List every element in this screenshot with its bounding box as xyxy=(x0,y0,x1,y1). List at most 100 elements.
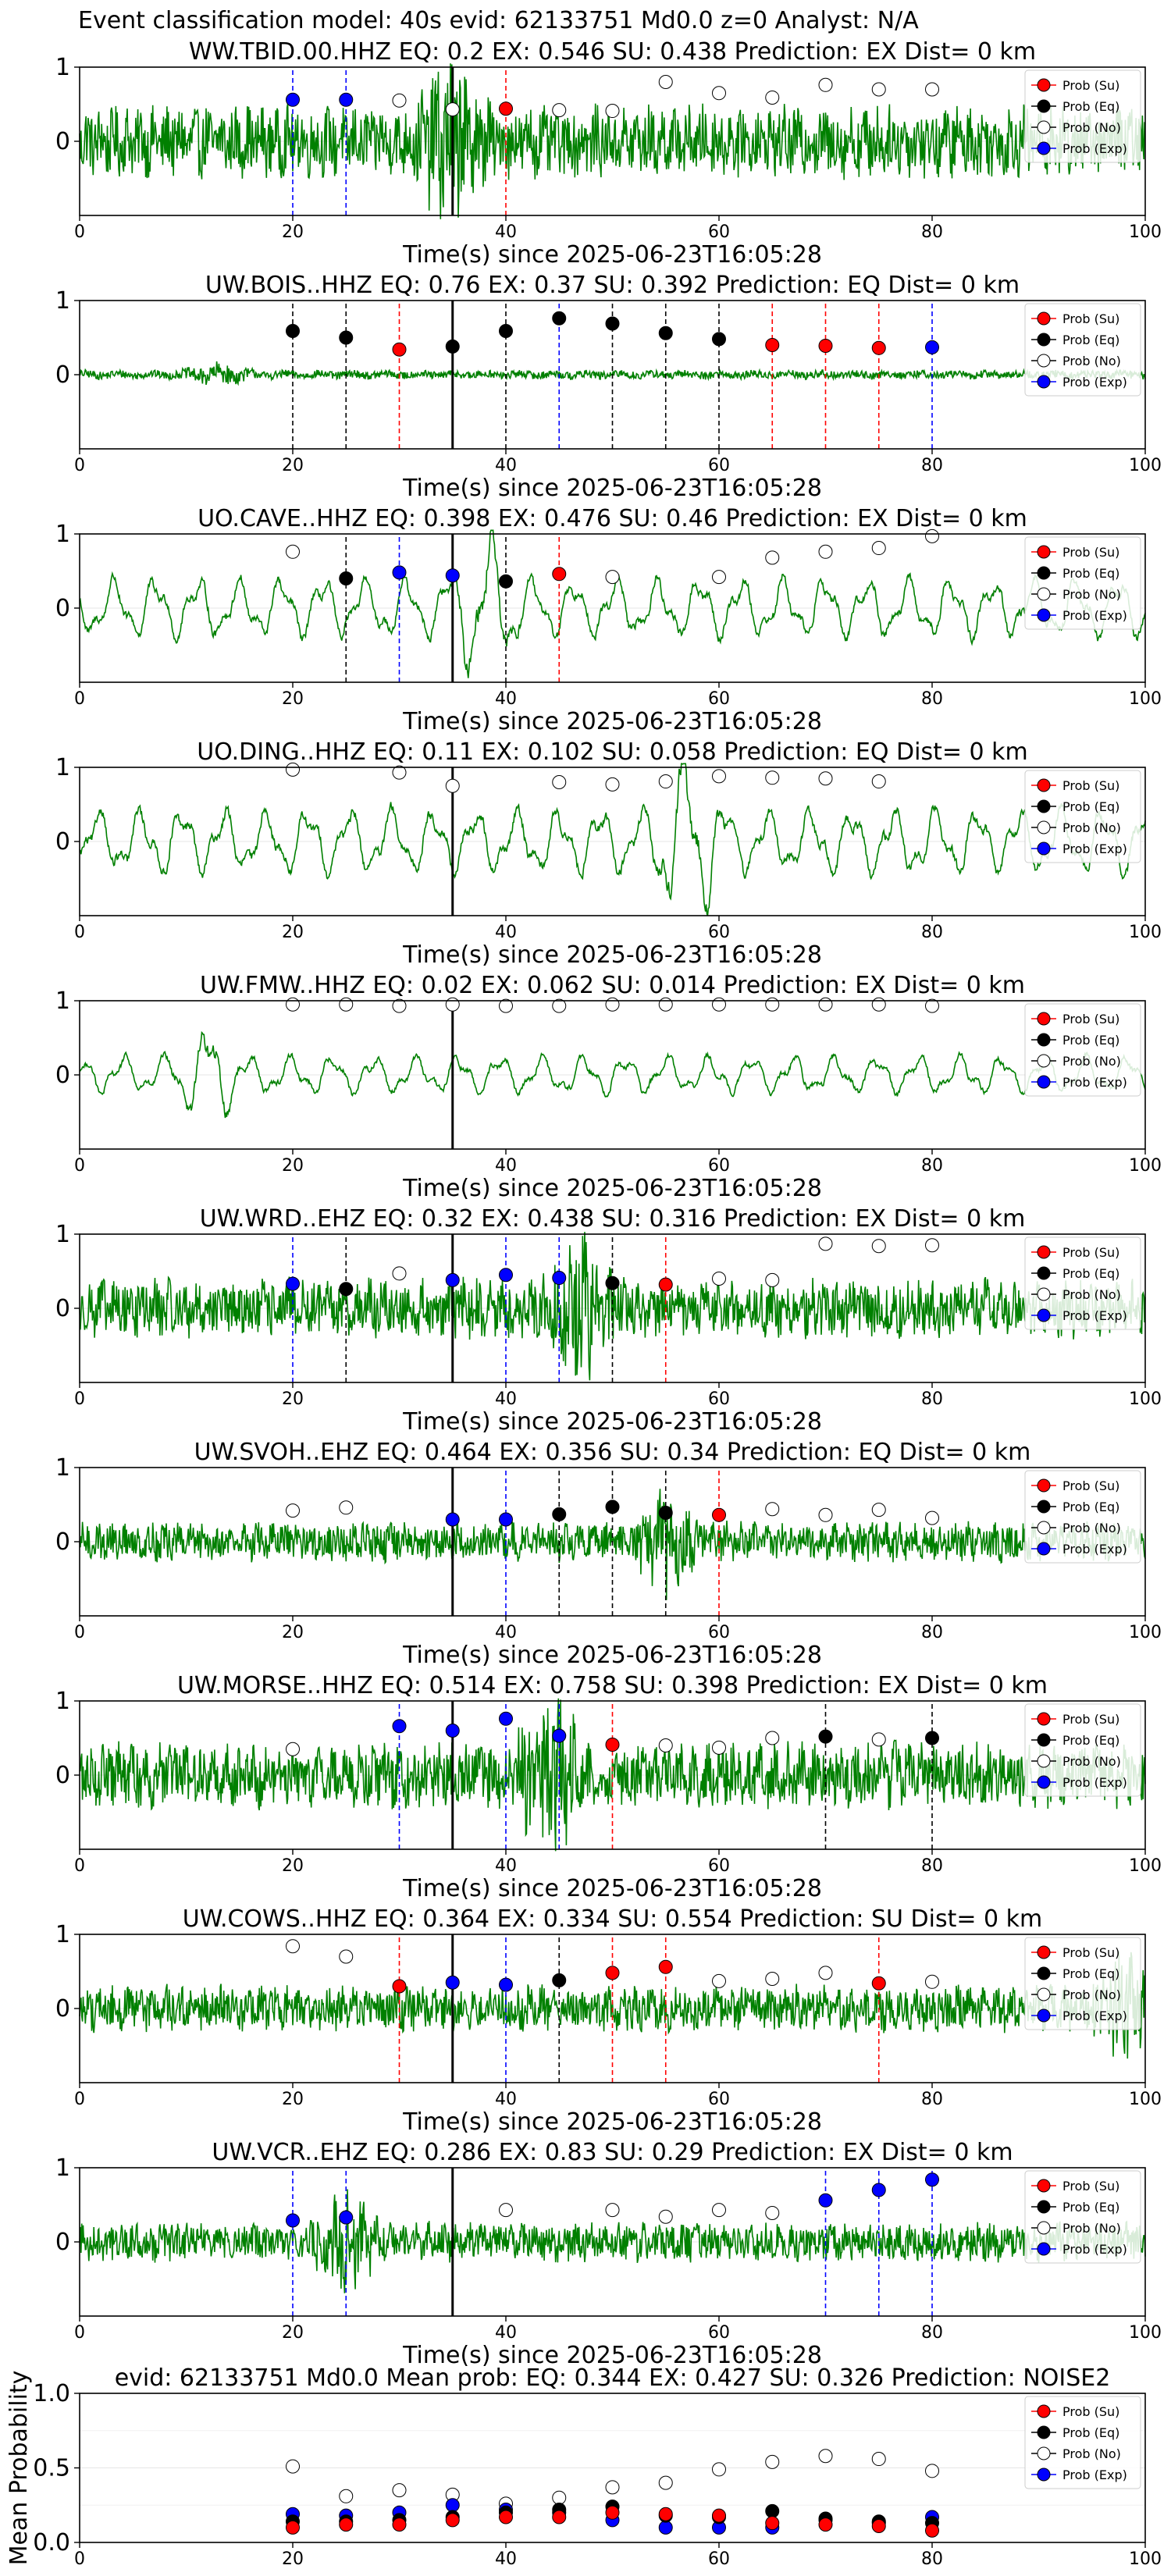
waveform-trace-9 xyxy=(79,2189,1146,2293)
legend-label-no: Prob (No) xyxy=(1062,120,1121,135)
prob-marker-su xyxy=(445,2513,460,2528)
x-tick-label: 80 xyxy=(921,689,943,709)
legend-marker-no xyxy=(1037,1754,1051,1768)
legend-label-eq: Prob (Eq) xyxy=(1062,2200,1119,2215)
x-tick-label: 20 xyxy=(282,1389,304,1409)
legend-label-exp: Prob (Exp) xyxy=(1062,2242,1127,2257)
prob-marker-su xyxy=(871,340,886,355)
prob-marker-no xyxy=(499,998,513,1013)
prob-marker-no xyxy=(339,997,354,1012)
legend-marker-no xyxy=(1037,1987,1051,2001)
legend-marker-su xyxy=(1037,1245,1051,1259)
legend-label-eq: Prob (Eq) xyxy=(1062,1733,1119,1748)
legend-marker-eq xyxy=(1037,1266,1051,1280)
panel-8: UW.COWS..HHZ EQ: 0.364 EX: 0.334 SU: 0.5… xyxy=(55,1905,1162,2136)
legend-4: Prob (Su) Prob (Eq) Prob (No) Prob (Exp) xyxy=(1024,1003,1141,1097)
legend-box xyxy=(1024,1470,1141,1564)
legend-marker-eq xyxy=(1037,799,1051,813)
legend-marker-no xyxy=(1037,2221,1051,2235)
legend-label-no: Prob (No) xyxy=(1062,1754,1121,1769)
x-tick-label: 60 xyxy=(708,2090,730,2109)
prob-marker-no xyxy=(605,2203,620,2218)
y-tick-label: 0 xyxy=(55,1062,70,1089)
legend-marker-eq xyxy=(1037,1500,1051,1514)
x-tick-label: 40 xyxy=(495,1623,517,1642)
prob-marker-no xyxy=(818,997,833,1012)
x-tick-label: 0 xyxy=(74,1156,85,1176)
legend-marker-su xyxy=(1037,1945,1051,1959)
legend-1: Prob (Su) Prob (Eq) Prob (No) Prob (Exp) xyxy=(1024,303,1141,397)
legend-marker-su xyxy=(1037,2179,1051,2193)
x-axis-label-6: Time(s) since 2025-06-23T16:05:28 xyxy=(402,1642,822,1669)
y-tick-label: 1 xyxy=(55,2154,70,2182)
prob-marker-su xyxy=(658,1277,673,1292)
prob-marker-eq xyxy=(499,574,513,589)
y-tick-label: 0.5 xyxy=(33,2455,70,2482)
y-tick-label: 0 xyxy=(55,1995,70,2023)
x-axis-label-1: Time(s) since 2025-06-23T16:05:28 xyxy=(402,475,822,502)
legend-marker-su xyxy=(1037,311,1051,326)
prob-marker-no xyxy=(925,82,939,97)
legend-marker-exp xyxy=(1037,1775,1051,1789)
prob-marker-no xyxy=(871,82,886,97)
y-tick-label: 1 xyxy=(55,754,70,781)
prob-marker-no xyxy=(605,104,620,119)
prob-marker-no xyxy=(925,1238,939,1253)
legend-label-exp: Prob (Exp) xyxy=(1062,2467,1127,2482)
legend-label-exp: Prob (Exp) xyxy=(1062,1075,1127,1090)
x-tick-label: 20 xyxy=(282,456,304,475)
legend-marker-eq xyxy=(1037,2425,1051,2439)
legend-3: Prob (Su) Prob (Eq) Prob (No) Prob (Exp) xyxy=(1024,770,1141,863)
prob-marker-no xyxy=(871,1503,886,1517)
prob-marker-no xyxy=(712,1272,726,1286)
prob-marker-su xyxy=(605,2505,620,2520)
prob-marker-exp xyxy=(499,1268,513,1283)
x-tick-label: 100 xyxy=(1129,1856,1162,1876)
y-tick-label: 0 xyxy=(55,2229,70,2256)
legend-label-no: Prob (No) xyxy=(1062,587,1121,602)
prob-marker-no xyxy=(286,997,300,1012)
legend-marker-exp xyxy=(1037,1308,1051,1322)
prob-marker-no xyxy=(871,1732,886,1747)
prob-marker-no xyxy=(392,765,407,780)
prob-marker-no xyxy=(445,997,460,1012)
prob-marker-eq xyxy=(818,1729,833,1744)
x-tick-label: 20 xyxy=(282,2090,304,2109)
legend-marker-su xyxy=(1037,1012,1051,1026)
legend-label-eq: Prob (Eq) xyxy=(1062,1500,1119,1514)
legend-label-eq: Prob (Eq) xyxy=(1062,99,1119,114)
panels-group: WW.TBID.00.HHZ EQ: 0.2 EX: 0.546 SU: 0.4… xyxy=(5,38,1162,2569)
prob-marker-no xyxy=(765,1272,780,1287)
prob-marker-su xyxy=(925,2523,939,2538)
legend-marker-exp xyxy=(1037,2242,1051,2256)
prob-marker-eq xyxy=(658,1505,673,1520)
x-tick-label: 100 xyxy=(1129,923,1162,942)
prob-marker-no xyxy=(339,2489,354,2503)
prob-marker-exp xyxy=(445,1724,460,1738)
y-tick-label: 0 xyxy=(55,828,70,856)
legend-marker-eq xyxy=(1037,566,1051,580)
prob-marker-eq xyxy=(605,1500,620,1514)
prob-marker-no xyxy=(925,998,939,1013)
x-tick-label: 0 xyxy=(74,222,85,242)
legend-box xyxy=(1024,1003,1141,1097)
x-axis-label-8: Time(s) since 2025-06-23T16:05:28 xyxy=(402,2108,822,2136)
prob-marker-su xyxy=(552,2510,567,2524)
x-tick-label: 60 xyxy=(708,1156,730,1176)
x-tick-label: 60 xyxy=(708,1623,730,1642)
legend-label-exp: Prob (Exp) xyxy=(1062,1775,1127,1790)
prob-marker-eq xyxy=(339,571,354,585)
x-tick-label: 40 xyxy=(495,222,517,242)
legend-label-eq: Prob (Eq) xyxy=(1062,333,1119,347)
x-tick-label: 80 xyxy=(921,2323,943,2343)
x-tick-label: 40 xyxy=(495,456,517,475)
prob-marker-no xyxy=(286,2459,300,2474)
prob-marker-no xyxy=(818,771,833,786)
prob-marker-no xyxy=(925,528,939,543)
prob-marker-eq xyxy=(925,1731,939,1745)
panel-0: WW.TBID.00.HHZ EQ: 0.2 EX: 0.546 SU: 0.4… xyxy=(55,38,1162,269)
legend-box xyxy=(1024,69,1141,163)
legend-marker-no xyxy=(1037,354,1051,368)
legend-marker-eq xyxy=(1037,1966,1051,1980)
